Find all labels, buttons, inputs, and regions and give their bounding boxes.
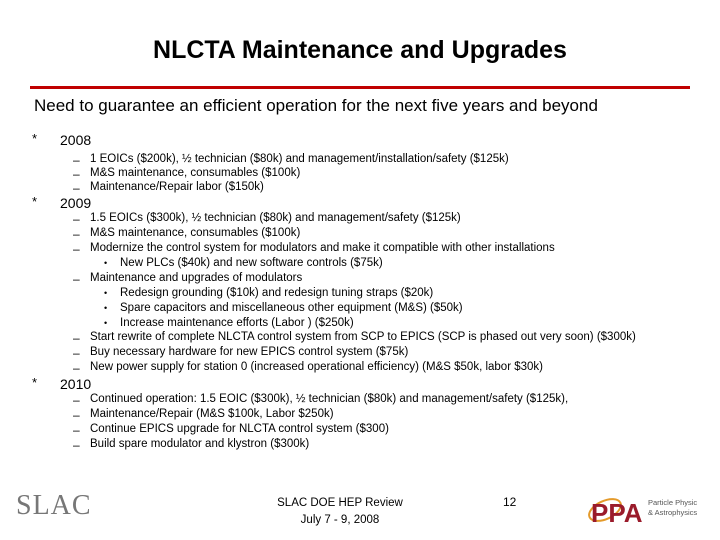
sub-bullet: •: [104, 318, 108, 328]
page-number: 12: [503, 495, 517, 509]
dash-marker: –: [73, 167, 80, 181]
dash-marker: –: [73, 212, 80, 226]
ppa-logo-text: PPA: [591, 498, 643, 528]
footer-event: SLAC DOE HEP Review: [277, 497, 403, 509]
intro-text: Need to guarantee an efficient operation…: [34, 96, 598, 115]
dash-marker: –: [73, 346, 80, 360]
list-item: Maintenance/Repair (M&S $100k, Labor $25…: [90, 408, 334, 420]
title-underline: [30, 86, 690, 89]
list-item: 1 EOICs ($200k), ½ technician ($80k) and…: [90, 153, 509, 165]
section-year-2010: 2010: [60, 376, 92, 392]
sub-item: Increase maintenance efforts (Labor ) ($…: [120, 317, 354, 329]
list-item: 1.5 EOICs ($300k), ½ technician ($80k) a…: [90, 212, 461, 224]
dash-marker: –: [73, 423, 80, 437]
dash-marker: –: [73, 272, 80, 286]
dash-marker: –: [73, 181, 80, 195]
ppa-caption-2: & Astrophysics: [648, 508, 697, 517]
dash-marker: –: [73, 361, 80, 375]
list-item: Modernize the control system for modulat…: [90, 242, 555, 254]
footer-text: SLAC DOE HEP Review July 7 - 9, 2008: [250, 495, 430, 528]
sub-item: Spare capacitors and miscellaneous other…: [120, 302, 463, 314]
section-bullet: *: [32, 194, 38, 209]
sub-bullet: •: [104, 288, 108, 298]
slide-title: NLCTA Maintenance and Upgrades: [153, 36, 567, 64]
section-bullet: *: [32, 131, 38, 146]
sub-bullet: •: [104, 258, 108, 268]
list-item: Build spare modulator and klystron ($300…: [90, 438, 310, 450]
footer-date: July 7 - 9, 2008: [300, 513, 380, 526]
list-item: Maintenance/Repair labor ($150k): [90, 181, 264, 193]
dash-marker: –: [73, 227, 80, 241]
dash-marker: –: [73, 393, 80, 407]
sub-item: Redesign grounding ($10k) and redesign t…: [120, 287, 434, 299]
list-item: Maintenance and upgrades of modulators: [90, 272, 303, 284]
dash-marker: –: [73, 242, 80, 256]
list-item: Buy necessary hardware for new EPICS con…: [90, 346, 409, 358]
list-item: M&S maintenance, consumables ($100k): [90, 167, 301, 179]
list-item: Continue EPICS upgrade for NLCTA control…: [90, 423, 389, 435]
section-bullet: *: [32, 375, 38, 390]
sub-bullet: •: [104, 303, 108, 313]
section-year-2008: 2008: [60, 132, 92, 148]
dash-marker: –: [73, 438, 80, 452]
section-year-2009: 2009: [60, 195, 92, 211]
list-item: New power supply for station 0 (increase…: [90, 361, 543, 373]
dash-marker: –: [73, 408, 80, 422]
ppa-logo: PPA Particle Physics & Astrophysics: [588, 498, 697, 528]
ppa-caption-1: Particle Physics: [648, 498, 697, 507]
list-item: Continued operation: 1.5 EOIC ($300k), ½…: [90, 393, 569, 405]
list-item: Start rewrite of complete NLCTA control …: [90, 331, 636, 343]
dash-marker: –: [73, 153, 80, 167]
dash-marker: –: [73, 331, 80, 345]
list-item: M&S maintenance, consumables ($100k): [90, 227, 301, 239]
sub-item: New PLCs ($40k) and new software control…: [120, 257, 383, 269]
slac-logo: SLAC: [16, 490, 92, 521]
